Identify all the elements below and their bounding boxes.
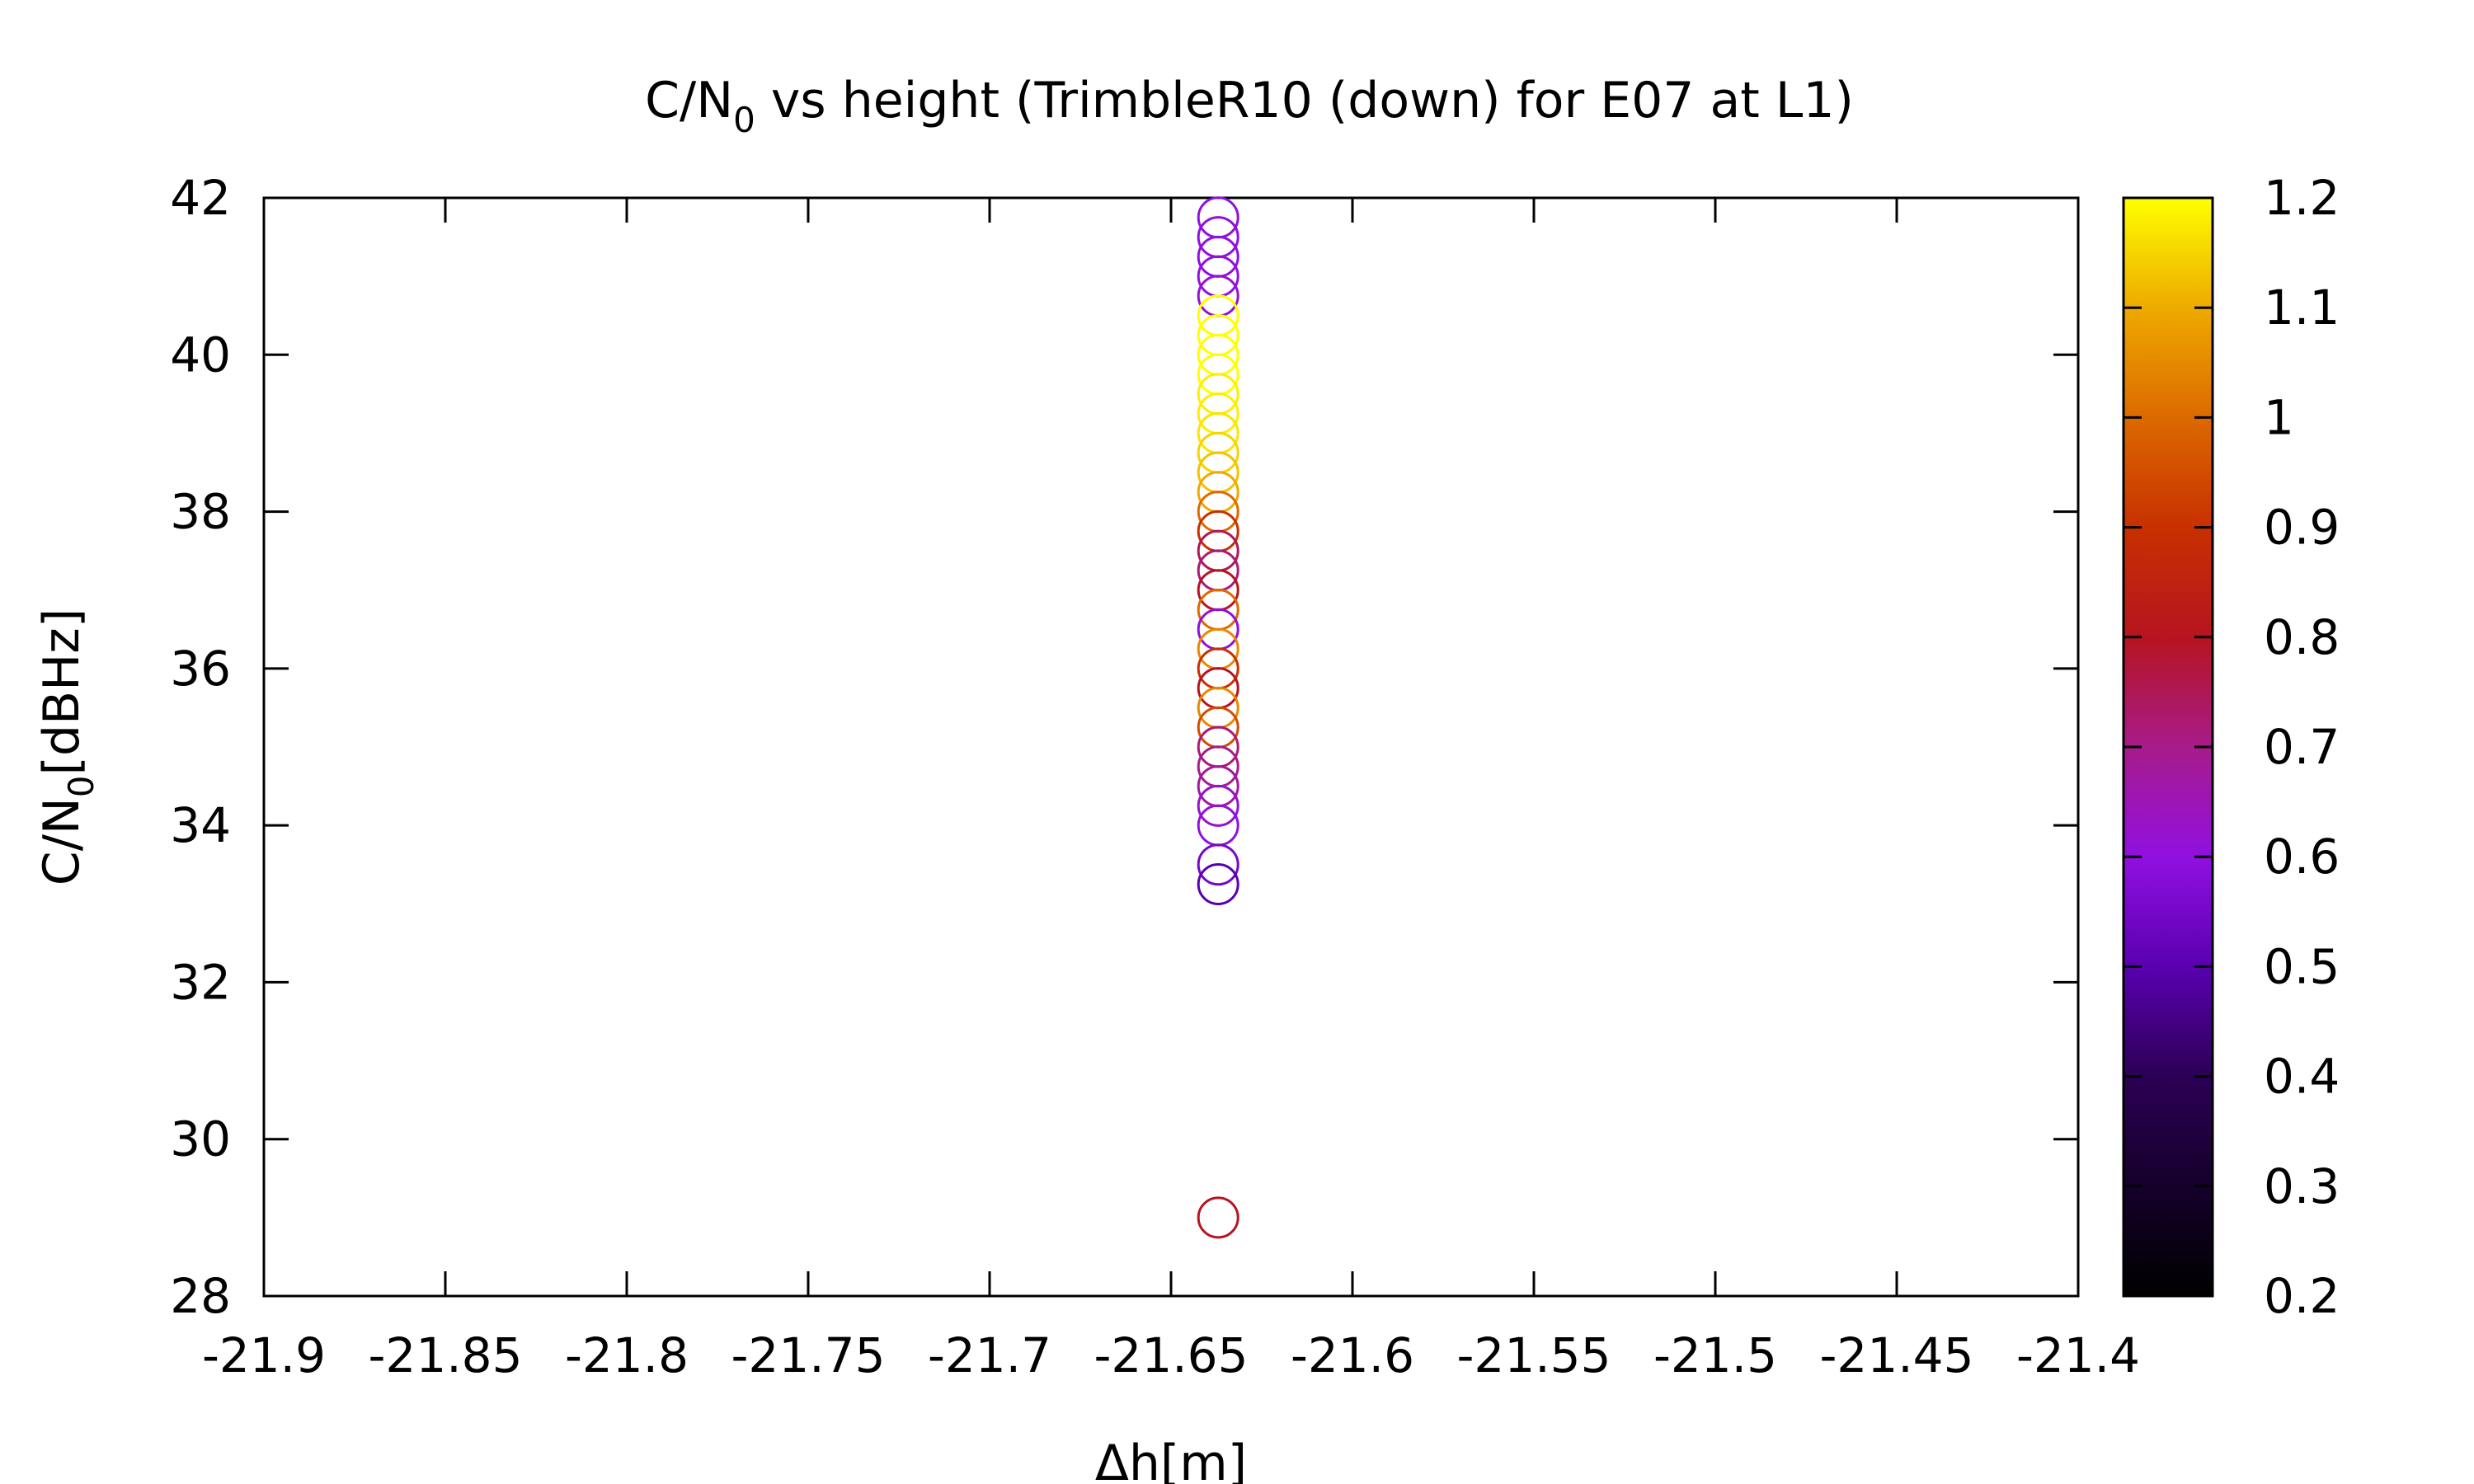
colorbar-tick-label: 0.7 [2264, 719, 2340, 775]
colorbar-tick-label: 1.2 [2264, 170, 2340, 226]
chart-title: C/N0 vs height (TrimbleR10 (down) for E0… [645, 72, 1854, 140]
colorbar-tick-label: 0.9 [2264, 500, 2340, 556]
data-point [1197, 843, 1239, 886]
colorbar-tick-label: 0.4 [2264, 1049, 2340, 1105]
colorbar-tick-label: 0.3 [2264, 1158, 2340, 1214]
colorbar-tick-label: 0.6 [2264, 829, 2340, 885]
x-tick-label: -21.55 [1457, 1327, 1611, 1383]
x-tick-label: -21.4 [2016, 1327, 2140, 1383]
data-points [1197, 196, 1239, 1239]
colorbar-tick-label: 0.2 [2264, 1268, 2340, 1324]
x-tick-label: -21.65 [1094, 1327, 1249, 1383]
x-tick-label: -21.8 [565, 1327, 689, 1383]
data-point [1197, 784, 1239, 827]
colorbar-tick-label: 0.5 [2264, 938, 2340, 994]
x-tick-label: -21.5 [1653, 1327, 1777, 1383]
plot-area [262, 196, 2080, 1298]
y-axis-title: C/N0[dBHz] [33, 608, 101, 885]
y-tick-label: 32 [170, 954, 231, 1010]
x-tick-label: -21.9 [202, 1327, 326, 1383]
x-tick-label: -21.45 [1820, 1327, 1974, 1383]
data-point [1197, 1196, 1239, 1239]
y-tick-label: 36 [170, 641, 231, 697]
x-axis-ticks: -21.9 -21.85 -21.8 -21.75 -21.7 -21.65 -21.6 -2… [202, 198, 2140, 1383]
y-tick-label: 38 [170, 484, 231, 540]
colorbar-ticks: 0.2 0.3 0.4 0.5 0.6 0.7 0.8 0.9 1 1.1 1.2 [2124, 170, 2340, 1324]
x-tick-label: -21.7 [928, 1327, 1051, 1383]
x-tick-label: -21.6 [1291, 1327, 1414, 1383]
data-point [1197, 863, 1239, 905]
colorbar-tick-label: 1 [2264, 389, 2294, 445]
x-axis-title: Δh[m] [1095, 1435, 1247, 1484]
x-tick-label: -21.75 [731, 1327, 886, 1383]
y-axis-ticks: 28 30 32 34 36 38 40 42 [170, 170, 2078, 1324]
y-tick-label: 34 [170, 797, 231, 853]
y-tick-label: 28 [170, 1268, 231, 1324]
y-tick-label: 40 [170, 326, 231, 383]
y-tick-label: 30 [170, 1111, 231, 1167]
y-tick-label: 42 [170, 170, 231, 226]
colorbar-tick-label: 1.1 [2264, 279, 2340, 336]
colorbar-tick-label: 0.8 [2264, 609, 2340, 665]
x-tick-label: -21.85 [369, 1327, 523, 1383]
